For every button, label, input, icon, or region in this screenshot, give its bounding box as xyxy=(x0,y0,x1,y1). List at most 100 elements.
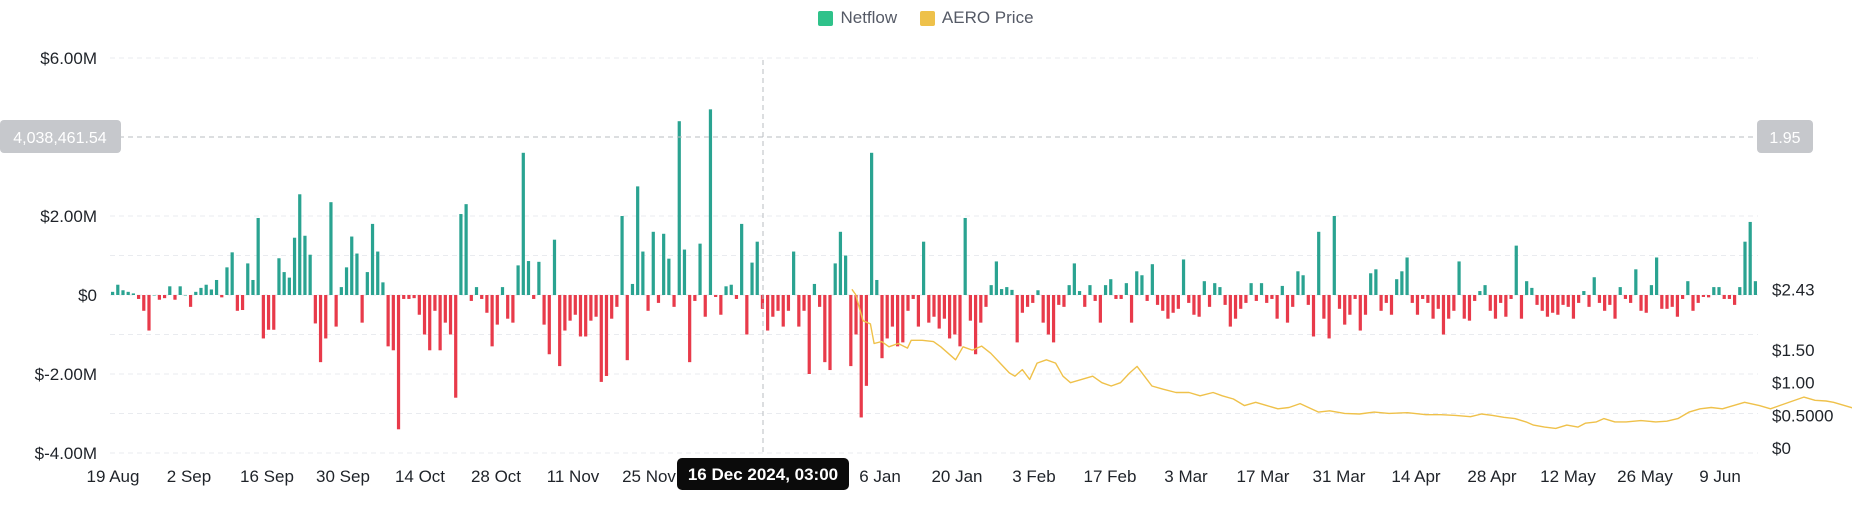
netflow-bar[interactable] xyxy=(1748,221,1752,295)
netflow-bar[interactable] xyxy=(1514,245,1518,296)
netflow-bar[interactable] xyxy=(1405,257,1409,295)
netflow-bar[interactable] xyxy=(1161,295,1165,311)
netflow-bar[interactable] xyxy=(1057,295,1061,305)
netflow-bar[interactable] xyxy=(901,295,905,343)
netflow-bar[interactable] xyxy=(1473,295,1477,301)
netflow-bar[interactable] xyxy=(589,295,593,321)
netflow-bar[interactable] xyxy=(1441,295,1446,335)
netflow-bar[interactable] xyxy=(464,204,468,295)
netflow-bar[interactable] xyxy=(1686,281,1690,295)
netflow-bar[interactable] xyxy=(1067,285,1071,296)
netflow-bar[interactable] xyxy=(292,237,297,295)
netflow-bar[interactable] xyxy=(126,291,130,295)
netflow-bar[interactable] xyxy=(890,295,895,327)
netflow-bar[interactable] xyxy=(927,295,931,323)
netflow-bar[interactable] xyxy=(142,295,146,311)
netflow-bar[interactable] xyxy=(1717,287,1721,295)
netflow-bar[interactable] xyxy=(1181,259,1186,295)
netflow-bar[interactable] xyxy=(973,295,978,355)
netflow-bar[interactable] xyxy=(1426,295,1430,303)
netflow-bar[interactable] xyxy=(1691,295,1695,311)
netflow-bar[interactable] xyxy=(1005,287,1009,295)
netflow-bar[interactable] xyxy=(1280,285,1284,295)
netflow-bar[interactable] xyxy=(1561,295,1565,305)
netflow-bar[interactable] xyxy=(849,295,853,367)
netflow-bar[interactable] xyxy=(1415,295,1420,315)
netflow-bar[interactable] xyxy=(641,251,645,295)
netflow-bar[interactable] xyxy=(1701,295,1706,297)
netflow-bar[interactable] xyxy=(407,295,411,299)
netflow-bar[interactable] xyxy=(896,295,900,347)
netflow-bar[interactable] xyxy=(272,295,276,330)
netflow-bar[interactable] xyxy=(1722,295,1726,299)
netflow-bar[interactable] xyxy=(329,202,333,295)
netflow-bar[interactable] xyxy=(823,295,827,363)
netflow-bar[interactable] xyxy=(1187,295,1191,303)
netflow-bar[interactable] xyxy=(1109,279,1113,295)
netflow-bar[interactable] xyxy=(1707,295,1711,298)
netflow-bar[interactable] xyxy=(438,295,442,351)
netflow-bar[interactable] xyxy=(999,289,1004,295)
netflow-bar[interactable] xyxy=(1015,295,1019,343)
netflow-bar[interactable] xyxy=(1327,295,1331,339)
netflow-bar[interactable] xyxy=(1083,295,1087,307)
netflow-bar[interactable] xyxy=(152,295,156,296)
netflow-bar[interactable] xyxy=(277,258,281,295)
netflow-bar[interactable] xyxy=(932,295,936,317)
netflow-bar[interactable] xyxy=(630,283,635,295)
netflow-bar[interactable] xyxy=(1093,295,1097,301)
netflow-bar[interactable] xyxy=(646,295,650,311)
netflow-bar[interactable] xyxy=(526,261,531,295)
netflow-bar[interactable] xyxy=(230,252,234,295)
netflow-bar[interactable] xyxy=(1088,285,1092,296)
netflow-bar[interactable] xyxy=(1119,295,1123,299)
netflow-bar[interactable] xyxy=(745,295,749,335)
netflow-bar[interactable] xyxy=(381,282,385,295)
netflow-bar[interactable] xyxy=(1301,275,1305,295)
netflow-bar[interactable] xyxy=(1072,263,1076,295)
netflow-bar[interactable] xyxy=(864,295,869,386)
netflow-bar[interactable] xyxy=(1036,290,1040,295)
netflow-bar[interactable] xyxy=(807,295,811,374)
netflow-bar[interactable] xyxy=(235,295,239,311)
netflow-bar[interactable] xyxy=(958,295,962,347)
netflow-bar[interactable] xyxy=(760,295,765,309)
netflow-bar[interactable] xyxy=(1457,261,1461,295)
netflow-bar[interactable] xyxy=(677,121,681,295)
netflow-bar[interactable] xyxy=(1681,295,1685,299)
netflow-bar[interactable] xyxy=(391,295,395,351)
netflow-bar[interactable] xyxy=(1483,285,1487,296)
netflow-bar[interactable] xyxy=(188,295,193,307)
netflow-bar[interactable] xyxy=(402,295,406,299)
netflow-bar[interactable] xyxy=(916,295,921,327)
netflow-bar[interactable] xyxy=(703,295,707,317)
netflow-bar[interactable] xyxy=(454,295,458,398)
netflow-bar[interactable] xyxy=(563,295,567,331)
netflow-bar[interactable] xyxy=(610,295,614,319)
netflow-bar[interactable] xyxy=(1155,295,1160,305)
netflow-bar[interactable] xyxy=(1025,295,1030,307)
netflow-bar[interactable] xyxy=(1062,295,1066,307)
netflow-bar[interactable] xyxy=(1176,295,1180,309)
netflow-bar[interactable] xyxy=(365,272,369,295)
netflow-bar[interactable] xyxy=(651,231,655,295)
netflow-bar[interactable] xyxy=(1519,295,1524,319)
netflow-bar[interactable] xyxy=(542,295,546,325)
netflow-bar[interactable] xyxy=(854,295,858,335)
netflow-bar[interactable] xyxy=(714,295,718,297)
netflow-bar[interactable] xyxy=(220,295,224,298)
netflow-bar[interactable] xyxy=(1171,295,1175,313)
netflow-bar[interactable] xyxy=(1244,295,1248,303)
netflow-bar[interactable] xyxy=(771,295,775,317)
netflow-bar[interactable] xyxy=(547,295,551,355)
netflow-bar[interactable] xyxy=(157,295,161,300)
netflow-bar[interactable] xyxy=(396,295,401,430)
netflow-bar[interactable] xyxy=(334,295,338,327)
netflow-bar[interactable] xyxy=(1743,241,1747,295)
netflow-bar[interactable] xyxy=(1670,295,1674,307)
netflow-bar[interactable] xyxy=(1732,295,1737,305)
netflow-bar[interactable] xyxy=(1197,295,1201,317)
netflow-bar[interactable] xyxy=(604,295,609,376)
netflow-bar[interactable] xyxy=(1270,295,1274,299)
netflow-bar[interactable] xyxy=(1618,287,1622,295)
